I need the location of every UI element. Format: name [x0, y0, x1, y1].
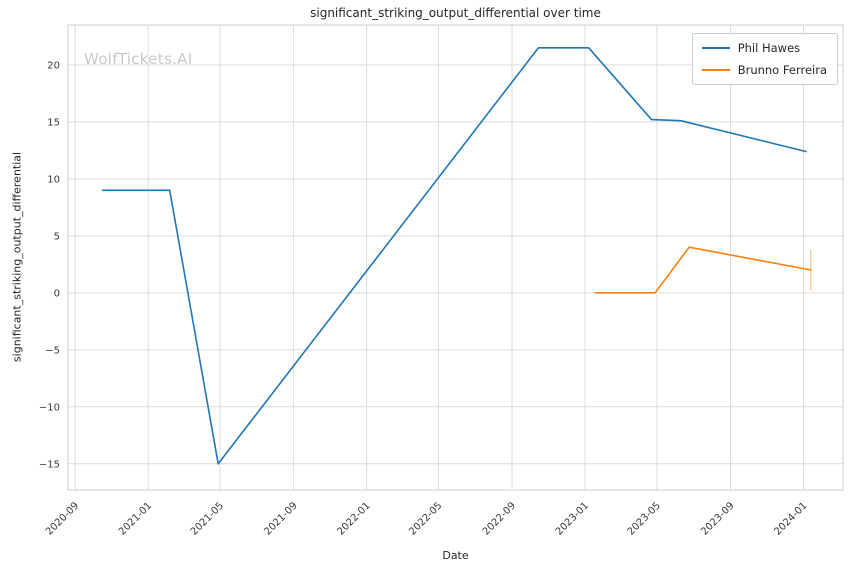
x-tick-label: 2022-01	[335, 500, 372, 537]
x-tick-label: 2023-01	[554, 500, 591, 537]
series-line-0	[101, 46, 807, 465]
series-line-1	[594, 246, 812, 294]
chart-title: significant_striking_output_differential…	[310, 6, 601, 20]
y-tick-label: 10	[47, 174, 60, 185]
x-tick-label: 2022-09	[481, 500, 518, 537]
legend-swatch	[701, 47, 730, 49]
plot-border	[67, 24, 844, 491]
legend-label: Phil Hawes	[737, 41, 801, 55]
x-tick-label: 2022-05	[407, 500, 444, 537]
legend-swatch	[701, 69, 730, 71]
y-tick-label: −5	[45, 345, 60, 356]
y-tick-label: 20	[47, 60, 60, 71]
y-tick-label: 5	[54, 231, 60, 242]
legend-label: Brunno Ferreira	[737, 63, 827, 77]
y-tick-label: −10	[39, 402, 60, 413]
y-tick-label: 0	[54, 288, 60, 299]
y-tick-label: 15	[47, 117, 60, 128]
x-tick-label: 2021-09	[262, 500, 299, 537]
watermark: WolfTickets.AI	[84, 50, 193, 68]
x-tick-label: 2021-05	[189, 500, 226, 537]
x-tick-label: 2023-09	[699, 500, 736, 537]
x-tick-label: 2020-09	[44, 500, 81, 537]
y-axis-label: significant_striking_output_differential	[10, 151, 24, 363]
x-tick-label: 2021-01	[117, 500, 154, 537]
legend-item: Phil Hawes	[701, 41, 827, 55]
y-tick-label: −15	[39, 459, 60, 470]
x-axis-label: Date	[442, 549, 469, 562]
legend: Phil Hawes Brunno Ferreira	[691, 33, 838, 85]
x-tick-label: 2023-05	[626, 500, 663, 537]
legend-item: Brunno Ferreira	[701, 63, 827, 77]
x-tick-label: 2024-01	[772, 500, 809, 537]
